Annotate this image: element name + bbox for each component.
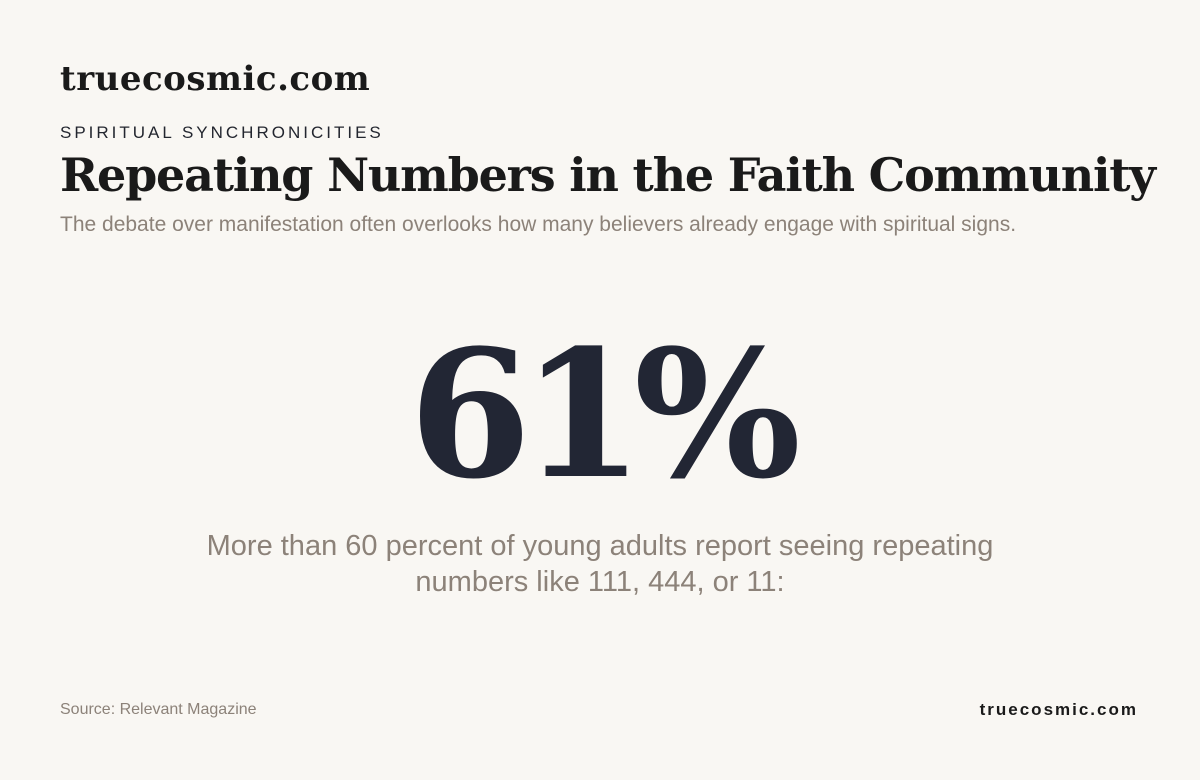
- footer-brand: truecosmic.com: [979, 700, 1138, 719]
- brand-logo-text: truecosmic.com: [60, 59, 371, 99]
- section-kicker: SPIRITUAL SYNCHRONICITIES: [60, 123, 384, 142]
- page-subtitle: The debate over manifestation often over…: [60, 213, 1017, 236]
- big-stat-value: 61%: [408, 311, 801, 518]
- source-note: Source: Relevant Magazine: [60, 701, 257, 718]
- stat-description: More than 60 percent of young adults rep…: [206, 530, 994, 599]
- page-title: Repeating Numbers in the Faith Community: [60, 148, 1156, 202]
